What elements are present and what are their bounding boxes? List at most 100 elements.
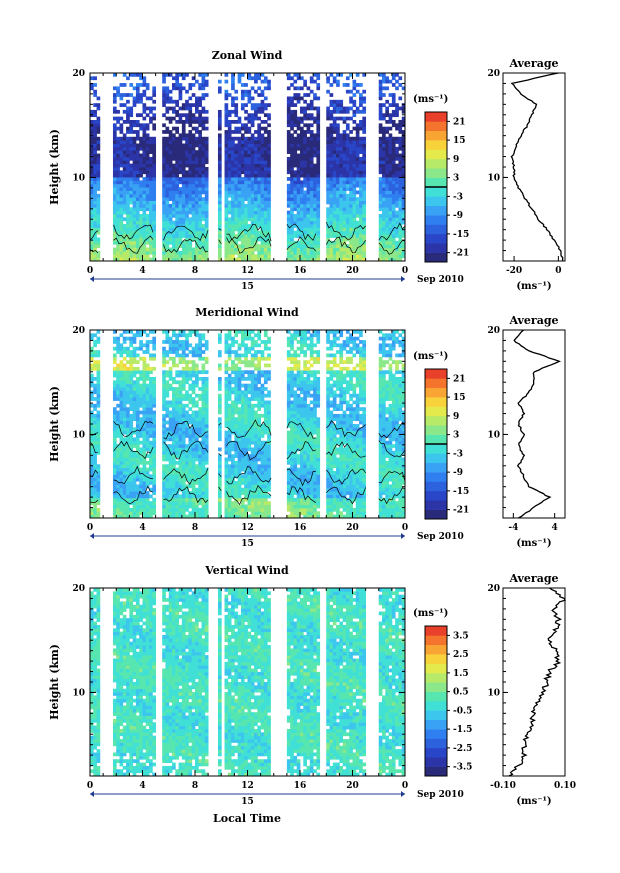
heatmap-cell	[135, 136, 140, 141]
heatmap-cell	[204, 507, 209, 512]
heatmap-cell	[178, 234, 183, 238]
heatmap-cell	[188, 440, 193, 445]
heatmap-cell	[332, 120, 337, 124]
heatmap-cell	[126, 146, 130, 151]
heatmap-cell	[309, 89, 314, 94]
heatmap-cell	[234, 190, 239, 195]
heatmap-cell	[145, 187, 150, 191]
heatmap-cell	[306, 156, 311, 161]
heatmap-cell	[306, 146, 311, 151]
heatmap-cell	[172, 514, 176, 518]
heatmap-cell	[119, 254, 124, 259]
heatmap-cell	[185, 170, 189, 175]
heatmap-cell	[254, 116, 258, 121]
heatmap-cell	[181, 437, 186, 442]
heatmap-cell	[139, 471, 143, 475]
heatmap-cell	[165, 457, 170, 462]
heatmap-cell	[93, 363, 97, 368]
heatmap-cell	[168, 474, 173, 479]
heatmap-cell	[178, 153, 183, 158]
heatmap-cell	[142, 403, 147, 408]
heatmap-cell	[332, 143, 337, 148]
heatmap-cell	[359, 96, 363, 101]
heatmap-cell	[142, 197, 147, 201]
heatmap-cell	[129, 234, 134, 238]
heatmap-cell	[293, 247, 298, 252]
heatmap-cell	[135, 89, 140, 94]
heatmap-cell	[244, 247, 248, 252]
heatmap-cell	[112, 373, 117, 378]
heatmap-cell	[385, 126, 389, 131]
heatmap-cell	[290, 113, 294, 118]
heatmap-cell	[345, 123, 350, 128]
heatmap-cell	[250, 86, 255, 91]
heatmap-cell	[139, 156, 143, 161]
heatmap-cell	[96, 353, 101, 358]
heatmap-cell	[342, 130, 347, 134]
x-tick-label: 12	[241, 266, 254, 276]
heatmap-cell	[195, 217, 199, 222]
heatmap-cell	[247, 203, 252, 208]
heatmap-cell	[391, 210, 396, 215]
heatmap-cell	[217, 250, 222, 255]
heatmap-cell	[139, 457, 143, 462]
heatmap-cell	[217, 153, 222, 158]
heatmap-cell	[355, 257, 360, 261]
heatmap-cell	[119, 363, 124, 368]
heatmap-cell	[129, 83, 134, 87]
heatmap-cell	[119, 180, 124, 185]
heatmap-cell	[178, 360, 183, 364]
heatmap-cell	[152, 237, 157, 242]
heatmap-cell	[188, 400, 193, 405]
heatmap-cell	[172, 200, 176, 205]
heatmap-cell	[201, 434, 206, 438]
heatmap-cell	[391, 214, 396, 218]
heatmap-cell	[227, 136, 232, 141]
heatmap-cell	[178, 230, 183, 235]
heatmap-cell	[198, 424, 202, 428]
heatmap-cell	[234, 247, 239, 252]
heatmap-cell	[152, 366, 157, 371]
heatmap-cell	[178, 333, 183, 338]
heatmap-cell	[122, 193, 127, 198]
heatmap-cell	[260, 190, 265, 195]
heatmap-cell	[175, 494, 179, 499]
heatmap-cell	[188, 484, 193, 489]
heatmap-cell	[296, 156, 301, 161]
heatmap-cell	[162, 113, 166, 118]
heatmap-cell	[300, 257, 304, 261]
heatmap-cell	[224, 123, 229, 128]
heatmap-cell	[254, 156, 258, 161]
heatmap-cell	[303, 109, 307, 114]
heatmap-cell	[250, 140, 255, 144]
heatmap-cell	[122, 120, 127, 124]
heatmap-cell	[401, 234, 405, 238]
heatmap-cell	[296, 207, 301, 212]
heatmap-cell	[391, 177, 396, 181]
heatmap-cell	[227, 180, 232, 185]
heatmap-cell	[290, 109, 294, 114]
heatmap-cell	[191, 143, 196, 148]
heatmap-cell	[247, 214, 252, 218]
heatmap-cell	[195, 109, 199, 114]
heatmap-cell	[126, 507, 130, 512]
heatmap-cell	[139, 417, 143, 422]
heatmap-cell	[142, 187, 147, 191]
heatmap-cell	[382, 86, 386, 91]
heatmap-cell	[204, 474, 209, 479]
heatmap-cell	[296, 120, 301, 124]
heatmap-cell	[313, 217, 317, 222]
heatmap-cell	[339, 116, 344, 121]
heatmap-cell	[355, 250, 360, 255]
heatmap-cell	[306, 234, 311, 238]
heatmap-cell	[326, 143, 330, 148]
heatmap-cell	[349, 116, 353, 121]
heatmap-cell	[349, 230, 353, 235]
heatmap-cell	[244, 227, 248, 232]
heatmap-cell	[188, 366, 193, 371]
heatmap-cell	[135, 234, 140, 238]
heatmap-cell	[247, 247, 252, 252]
heatmap-cell	[119, 427, 124, 432]
heatmap-cell	[286, 214, 291, 218]
heatmap-cell	[195, 447, 199, 452]
